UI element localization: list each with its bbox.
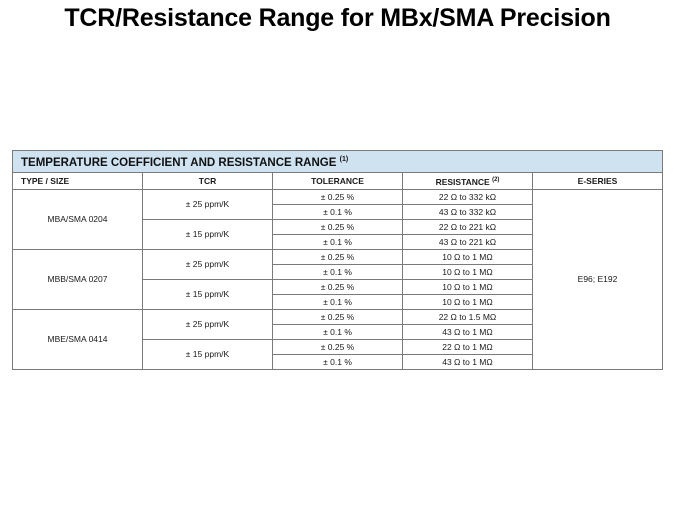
tolerance-cell: ± 0.25 % xyxy=(273,249,403,264)
tcr-cell: ± 15 ppm/K xyxy=(143,219,273,249)
header-e-series: E-SERIES xyxy=(533,172,663,189)
table-caption: TEMPERATURE COEFFICIENT AND RESISTANCE R… xyxy=(13,151,663,173)
resistance-cell: 22 Ω to 1 MΩ xyxy=(403,339,533,354)
tcr-cell: ± 15 ppm/K xyxy=(143,339,273,369)
resistance-cell: 43 Ω to 221 kΩ xyxy=(403,234,533,249)
table-row: MBA/SMA 0204 ± 25 ppm/K ± 0.25 % 22 Ω to… xyxy=(13,189,663,204)
header-tcr: TCR xyxy=(143,172,273,189)
tolerance-cell: ± 0.1 % xyxy=(273,354,403,369)
resistance-cell: 43 Ω to 332 kΩ xyxy=(403,204,533,219)
tolerance-cell: ± 0.25 % xyxy=(273,279,403,294)
slide-title: TCR/Resistance Range for MBx/SMA Precisi… xyxy=(0,4,675,33)
header-type-size: TYPE / SIZE xyxy=(13,172,143,189)
tcr-cell: ± 25 ppm/K xyxy=(143,189,273,219)
type-cell: MBE/SMA 0414 xyxy=(13,309,143,369)
resistance-cell: 22 Ω to 332 kΩ xyxy=(403,189,533,204)
resistance-cell: 22 Ω to 1.5 MΩ xyxy=(403,309,533,324)
resistance-cell: 43 Ω to 1 MΩ xyxy=(403,354,533,369)
tolerance-cell: ± 0.1 % xyxy=(273,234,403,249)
tolerance-cell: ± 0.25 % xyxy=(273,219,403,234)
table-caption-note: (1) xyxy=(340,156,349,163)
header-resistance-note: (2) xyxy=(492,177,499,183)
e-series-cell: E96; E192 xyxy=(533,189,663,369)
tcr-cell: ± 15 ppm/K xyxy=(143,279,273,309)
tolerance-cell: ± 0.25 % xyxy=(273,309,403,324)
type-cell: MBA/SMA 0204 xyxy=(13,189,143,249)
resistance-cell: 10 Ω to 1 MΩ xyxy=(403,279,533,294)
tolerance-cell: ± 0.1 % xyxy=(273,324,403,339)
header-tolerance: TOLERANCE xyxy=(273,172,403,189)
tolerance-cell: ± 0.1 % xyxy=(273,204,403,219)
resistance-cell: 22 Ω to 221 kΩ xyxy=(403,219,533,234)
resistance-cell: 10 Ω to 1 MΩ xyxy=(403,249,533,264)
resistance-cell: 10 Ω to 1 MΩ xyxy=(403,264,533,279)
tcr-resistance-table: TEMPERATURE COEFFICIENT AND RESISTANCE R… xyxy=(12,150,663,370)
header-resistance: RESISTANCE (2) xyxy=(403,172,533,189)
table-caption-text: TEMPERATURE COEFFICIENT AND RESISTANCE R… xyxy=(21,157,336,169)
tolerance-cell: ± 0.25 % xyxy=(273,339,403,354)
tcr-cell: ± 25 ppm/K xyxy=(143,249,273,279)
resistance-cell: 10 Ω to 1 MΩ xyxy=(403,294,533,309)
type-cell: MBB/SMA 0207 xyxy=(13,249,143,309)
tolerance-cell: ± 0.1 % xyxy=(273,294,403,309)
tolerance-cell: ± 0.1 % xyxy=(273,264,403,279)
resistance-cell: 43 Ω to 1 MΩ xyxy=(403,324,533,339)
header-resistance-text: RESISTANCE xyxy=(436,177,490,187)
tolerance-cell: ± 0.25 % xyxy=(273,189,403,204)
tcr-cell: ± 25 ppm/K xyxy=(143,309,273,339)
